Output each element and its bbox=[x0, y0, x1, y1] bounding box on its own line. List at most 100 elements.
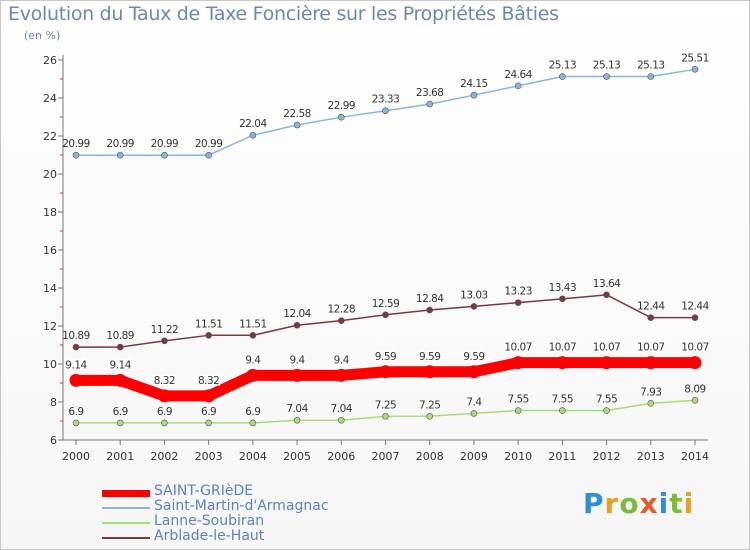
y-tick-label: 6 bbox=[50, 434, 57, 447]
y-tick-label: 22 bbox=[43, 130, 57, 143]
data-point bbox=[69, 373, 83, 387]
data-label: 7.04 bbox=[331, 403, 353, 415]
data-point bbox=[470, 410, 478, 417]
data-label: 20.99 bbox=[195, 138, 223, 150]
data-point bbox=[647, 400, 655, 407]
data-label: 13.03 bbox=[460, 289, 488, 301]
data-label: 12.28 bbox=[328, 304, 356, 316]
data-point bbox=[559, 407, 566, 414]
data-point bbox=[382, 311, 389, 319]
y-tick-label: 16 bbox=[43, 244, 57, 257]
x-tick-label: 2011 bbox=[548, 450, 576, 463]
data-point bbox=[600, 356, 614, 370]
data-label: 6.9 bbox=[245, 406, 260, 418]
x-tick-label: 2013 bbox=[637, 450, 665, 463]
data-label: 13.23 bbox=[504, 286, 532, 298]
data-point bbox=[555, 356, 569, 370]
data-label: 10.07 bbox=[681, 342, 709, 354]
data-label: 6.9 bbox=[68, 406, 83, 418]
data-point bbox=[426, 306, 434, 314]
proxiti-logo: Proxiti bbox=[583, 487, 695, 520]
data-label: 10.07 bbox=[637, 342, 665, 354]
x-tick-label: 2001 bbox=[106, 450, 134, 463]
data-point bbox=[205, 332, 212, 339]
data-label: 22.04 bbox=[239, 118, 267, 130]
data-label: 20.99 bbox=[151, 138, 179, 150]
data-point bbox=[290, 368, 304, 382]
data-label: 25.13 bbox=[549, 60, 577, 72]
data-label: 7.04 bbox=[286, 403, 308, 415]
legend-swatch-saint-griede bbox=[102, 490, 150, 497]
data-point bbox=[116, 151, 124, 159]
data-label: 7.4 bbox=[466, 396, 482, 408]
data-label: 23.33 bbox=[372, 94, 400, 106]
data-label: 6.9 bbox=[113, 406, 128, 418]
data-point bbox=[514, 407, 522, 414]
data-point bbox=[691, 66, 699, 73]
data-point bbox=[644, 356, 658, 370]
data-point bbox=[647, 73, 655, 80]
data-label: 22.58 bbox=[283, 108, 311, 120]
data-label: 11.51 bbox=[195, 318, 223, 330]
data-point bbox=[116, 419, 124, 427]
data-label: 9.59 bbox=[463, 351, 484, 363]
data-label: 10.07 bbox=[593, 342, 621, 354]
data-label: 6.9 bbox=[157, 406, 172, 418]
data-point bbox=[511, 356, 525, 370]
data-point bbox=[249, 131, 257, 139]
data-label: 10.89 bbox=[106, 330, 134, 342]
data-point bbox=[559, 295, 566, 303]
data-point bbox=[337, 416, 345, 424]
data-point bbox=[691, 396, 699, 404]
data-point bbox=[691, 314, 699, 321]
data-point bbox=[382, 107, 389, 115]
data-point bbox=[559, 73, 566, 80]
data-label: 8.32 bbox=[154, 375, 175, 387]
data-point bbox=[603, 73, 610, 80]
data-label: 7.25 bbox=[375, 399, 396, 411]
data-label: 7.55 bbox=[507, 394, 528, 406]
data-point bbox=[161, 151, 168, 159]
data-label: 11.22 bbox=[151, 324, 179, 336]
y-tick-label: 18 bbox=[43, 206, 57, 219]
data-label: 10.89 bbox=[62, 330, 90, 342]
legend-swatch-saint-martin-d-armagnac bbox=[102, 507, 150, 509]
data-label: 23.68 bbox=[416, 87, 444, 99]
data-point bbox=[205, 419, 212, 427]
data-point bbox=[249, 419, 257, 427]
x-tick-label: 2008 bbox=[416, 450, 444, 463]
data-point bbox=[293, 416, 301, 424]
data-label: 6.9 bbox=[201, 406, 216, 418]
x-tick-label: 2014 bbox=[681, 450, 709, 463]
data-label: 7.55 bbox=[596, 394, 617, 406]
x-tick-label: 2006 bbox=[327, 450, 355, 463]
data-label: 20.99 bbox=[106, 138, 134, 150]
x-tick-label: 2004 bbox=[239, 450, 267, 463]
data-point bbox=[603, 291, 610, 299]
data-point bbox=[249, 332, 257, 339]
legend-swatch-lanne-soubiran bbox=[102, 522, 150, 524]
legend-label: Arblade-le-Haut bbox=[154, 528, 265, 544]
legend-swatch-arblade-le-haut bbox=[102, 537, 150, 539]
data-point bbox=[72, 419, 80, 427]
data-label: 25.51 bbox=[681, 52, 709, 64]
x-tick-label: 2009 bbox=[460, 450, 488, 463]
data-point bbox=[161, 337, 168, 345]
data-point bbox=[379, 365, 392, 379]
y-tick-label: 14 bbox=[43, 282, 57, 295]
data-label: 9.59 bbox=[375, 351, 396, 363]
y-tick-label: 20 bbox=[43, 168, 57, 181]
data-label: 10.07 bbox=[549, 342, 577, 354]
data-label: 12.44 bbox=[637, 301, 665, 313]
chart-title: Evolution du Taux de Taxe Foncière sur l… bbox=[8, 3, 559, 25]
x-tick-label: 2000 bbox=[62, 450, 90, 463]
x-tick-label: 2010 bbox=[504, 450, 532, 463]
data-point bbox=[426, 100, 434, 108]
data-label: 9.4 bbox=[289, 354, 305, 366]
x-tick-label: 2012 bbox=[593, 450, 621, 463]
data-label: 25.13 bbox=[593, 60, 621, 72]
data-label: 7.25 bbox=[419, 399, 440, 411]
y-tick-label: 12 bbox=[43, 320, 57, 333]
